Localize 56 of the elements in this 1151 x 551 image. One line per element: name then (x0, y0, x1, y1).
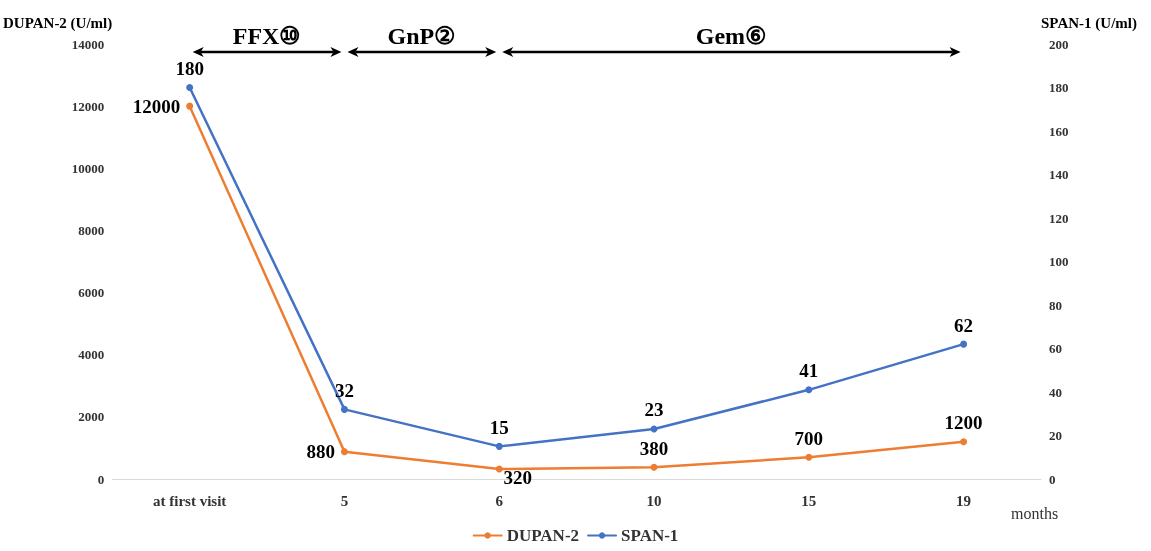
y-tick-label: 10000 (71, 160, 105, 176)
y-tick-label: 4000 (78, 347, 105, 363)
y2-tick-label: 0 (1049, 471, 1056, 487)
y2-tick-label: 120 (1049, 210, 1069, 226)
data-label: 1200 (944, 412, 983, 434)
point (960, 438, 968, 446)
data-label: 700 (794, 427, 824, 449)
x-tick-label: 6 (495, 492, 504, 509)
point (805, 453, 813, 461)
y-tick-label: 12000 (71, 98, 105, 114)
data-label: 12000 (132, 95, 181, 117)
data-label: 62 (954, 314, 974, 336)
data-label: 15 (489, 416, 509, 438)
data-label: 32 (334, 379, 354, 401)
x-tick-label: 15 (801, 492, 817, 509)
point (186, 84, 194, 91)
data-label: 23 (644, 399, 664, 421)
y-tick-label: 14000 (71, 36, 105, 52)
y2-tick-label: 20 (1049, 428, 1062, 443)
y2-tick-label: 200 (1049, 36, 1069, 52)
y2-tick-label: 140 (1049, 167, 1069, 182)
y-tick-label: 0 (97, 471, 105, 487)
y-axis-title: DUPAN-2 (U/ml) (3, 14, 113, 32)
annotation: FFX⑩ (232, 23, 302, 49)
point (650, 463, 658, 471)
data-label: 41 (799, 360, 819, 382)
y-tick-label: 8000 (78, 222, 105, 238)
data-label: 320 (503, 467, 532, 489)
point (340, 448, 348, 456)
point (495, 442, 503, 450)
legend-label: SPAN-1 (621, 526, 679, 545)
y-tick-label: 2000 (78, 409, 105, 425)
annotation: GnP② (387, 23, 457, 49)
y2-tick-label: 160 (1049, 123, 1069, 139)
point (960, 340, 968, 348)
x-axis-title: months (1011, 504, 1059, 522)
x-tick-label: 19 (956, 492, 972, 509)
y-tick-label: 6000 (78, 285, 105, 301)
point (805, 386, 813, 394)
x-tick-label: at first visit (153, 492, 227, 509)
point (340, 405, 348, 413)
y2-tick-label: 40 (1049, 384, 1062, 400)
legend-label: DUPAN-2 (506, 526, 580, 545)
x-tick-label: 10 (646, 492, 662, 509)
annotation: Gem⑥ (695, 23, 768, 49)
data-label: 880 (306, 441, 335, 463)
x-tick-label: 5 (340, 492, 349, 509)
y2-tick-label: 180 (1049, 80, 1069, 95)
y2-tick-label: 80 (1049, 297, 1062, 313)
y2-tick-label: 100 (1049, 254, 1069, 269)
point (495, 465, 503, 473)
point (186, 102, 194, 110)
data-label: 180 (175, 58, 204, 79)
y2-tick-label: 60 (1049, 341, 1062, 356)
data-label: 380 (639, 437, 669, 459)
y2-axis-title: SPAN-1 (U/ml) (1041, 14, 1137, 32)
